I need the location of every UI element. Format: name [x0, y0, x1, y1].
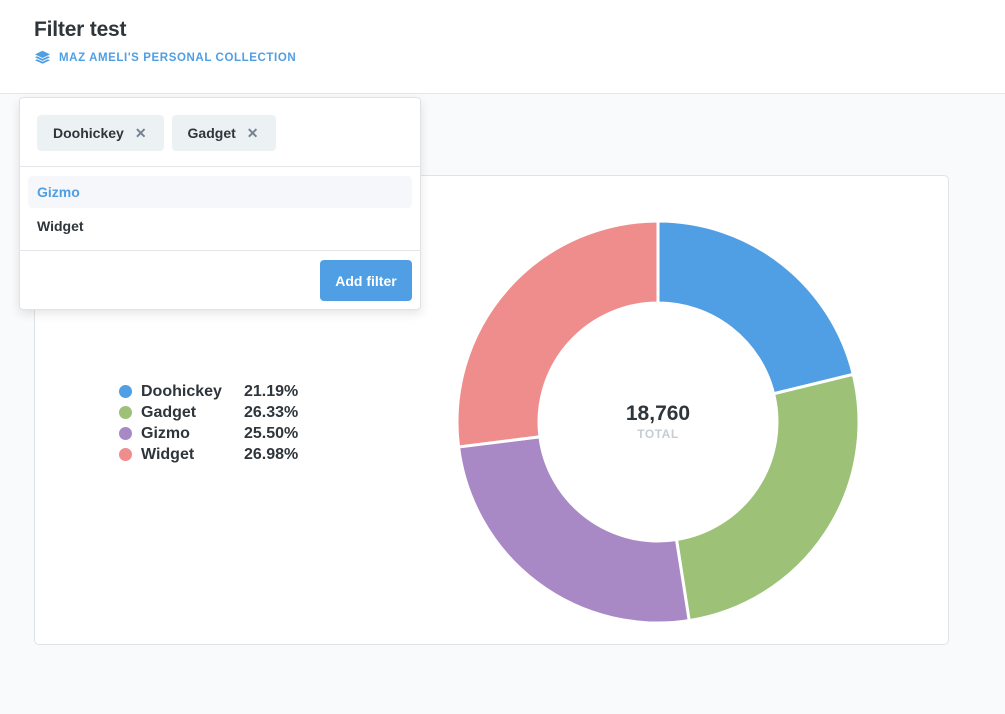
filter-chip-gadget: Gadget ✕: [171, 115, 276, 151]
legend-percent: 25.50%: [244, 424, 299, 442]
legend-label: Gizmo: [141, 424, 190, 442]
add-filter-button[interactable]: Add filter: [320, 260, 412, 301]
collection-label: MAZ AMELI'S PERSONAL COLLECTION: [59, 51, 297, 64]
legend-item[interactable]: Gadget 26.33%: [119, 402, 314, 423]
donut-center: 18,760 TOTAL: [558, 402, 758, 441]
filter-popover: Doohickey ✕ Gadget ✕ Gizmo Widget Add fi…: [19, 97, 421, 310]
legend-percent: 21.19%: [244, 382, 299, 400]
legend-item[interactable]: Gizmo 25.50%: [119, 423, 314, 444]
option-gizmo[interactable]: Gizmo: [28, 176, 412, 208]
legend-item[interactable]: Widget 26.98%: [119, 444, 314, 465]
chip-label: Gadget: [187, 125, 236, 141]
divider: [20, 166, 420, 167]
selected-values: Doohickey ✕ Gadget ✕: [37, 115, 276, 151]
dashboard-header: Filter test MAZ AMELI'S PERSONAL COLLECT…: [0, 0, 1005, 94]
legend-label: Doohickey: [141, 382, 222, 400]
legend-label: Widget: [141, 445, 195, 463]
close-icon[interactable]: ✕: [246, 124, 259, 141]
legend-percent: 26.33%: [244, 403, 299, 421]
donut-chart: [456, 220, 860, 624]
collection-link[interactable]: MAZ AMELI'S PERSONAL COLLECTION: [34, 50, 296, 65]
legend-label: Gadget: [141, 403, 197, 421]
close-icon[interactable]: ✕: [134, 124, 147, 141]
chip-label: Doohickey: [53, 125, 124, 141]
total-label: TOTAL: [637, 427, 679, 441]
option-widget[interactable]: Widget: [37, 218, 84, 234]
legend-dot: [119, 385, 132, 398]
donut-slice-gizmo[interactable]: [456, 435, 691, 624]
filter-chip-doohickey: Doohickey ✕: [37, 115, 164, 151]
legend-percent: 26.98%: [244, 445, 299, 463]
chart-legend: Doohickey 21.19% Gadget 26.33% Gizmo 25.…: [119, 381, 314, 465]
page-title: Filter test: [34, 18, 127, 41]
divider: [20, 250, 420, 251]
total-value: 18,760: [625, 402, 691, 425]
legend-dot: [119, 448, 132, 461]
donut-slice-doohickey[interactable]: [656, 220, 856, 396]
legend-dot: [119, 406, 132, 419]
legend-dot: [119, 427, 132, 440]
donut-slice-gadget[interactable]: [674, 372, 860, 623]
collection-stack-icon: [34, 50, 51, 65]
donut-slice-widget[interactable]: [456, 220, 660, 449]
legend-item[interactable]: Doohickey 21.19%: [119, 381, 314, 402]
